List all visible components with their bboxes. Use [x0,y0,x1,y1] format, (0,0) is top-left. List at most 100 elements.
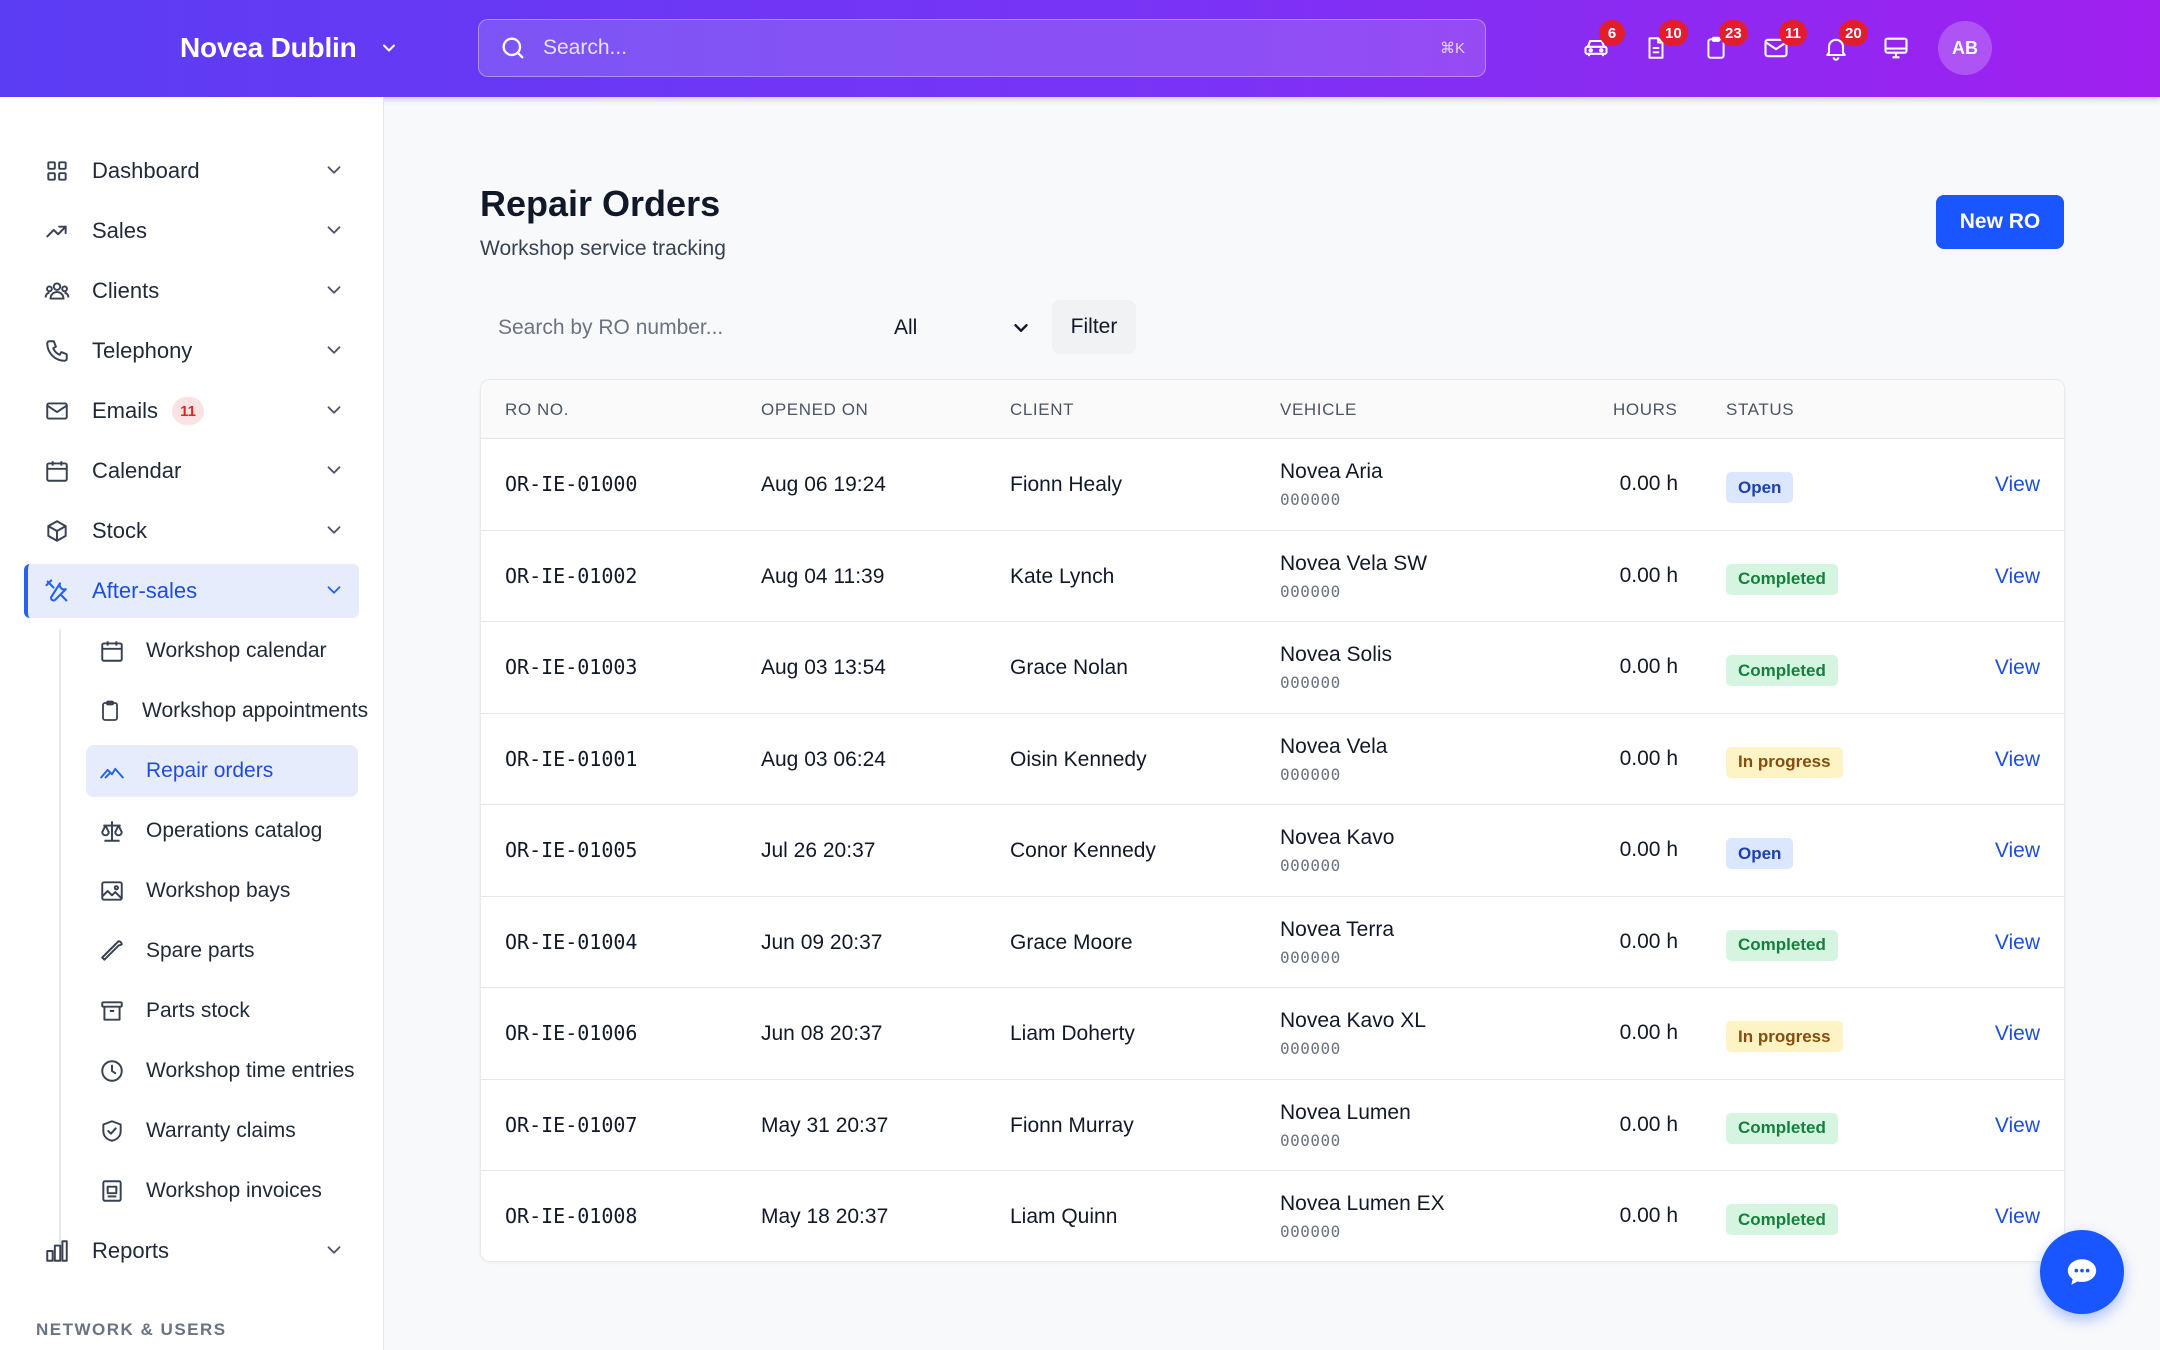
view-link[interactable]: View [1994,473,2040,496]
vehicle-model: Novea Lumen EX [1280,1192,1445,1215]
global-search-input[interactable] [543,36,1424,60]
table-row[interactable]: OR-IE-01002 Aug 04 11:39 Kate Lynch Novea V… [481,531,2064,622]
invoice-icon [98,1177,126,1205]
sidebar-subitem-label: Workshop appointments [142,699,369,722]
hours: 0.00 h [1619,472,1678,495]
status-badge: In progress [1726,746,1843,778]
vehicles-button[interactable]: 6 [1566,20,1626,76]
documents-button[interactable]: 10 [1626,20,1688,76]
table-row[interactable]: OR-IE-01007 May 31 20:37 Fionn Murray Novea… [481,1080,2064,1171]
tools-icon [42,576,72,606]
sidebar-item-reports[interactable]: Reports [24,1224,359,1278]
grid-icon [42,156,72,186]
box-icon [42,516,72,546]
vehicle-vin: 000000 [1280,947,1341,967]
sidebar-item-label: Dashboard [92,158,200,183]
mail-icon [1762,34,1790,62]
view-link[interactable]: View [1994,564,2040,588]
opened-on: Aug 03 06:24 [761,747,886,771]
sidebar-item-telephony[interactable]: Telephony [24,324,359,378]
table-row[interactable]: OR-IE-01005 Jul 26 20:37 Conor Kennedy Nove… [481,805,2064,897]
status-badge: Completed [1726,929,1838,961]
ro-number: OR-IE-01000 [505,472,638,496]
search-shortcut: ⌘K [1439,40,1465,57]
table-row[interactable]: OR-IE-01004 Jun 09 20:37 Grace Moore Novea … [481,897,2064,988]
view-link[interactable]: View [1994,747,2040,771]
view-link[interactable]: View [1994,1022,2040,1045]
filter-button[interactable]: Filter [1052,300,1136,354]
sidebar-item-emails[interactable]: Emails 11 [24,384,359,438]
view-link[interactable]: View [1994,1205,2040,1228]
ro-number: OR-IE-01008 [505,1204,638,1228]
top-bar: Novea Dublin ⌘K 6 10 23 11 20 [0,0,2160,97]
opened-on: Jun 08 20:37 [761,1022,883,1045]
ro-search-input[interactable] [480,301,870,355]
sidebar-subitem-workshop-calendar[interactable]: Workshop calendar [86,625,358,677]
messages-button[interactable]: 11 [1746,20,1807,76]
chevron-down-icon [1010,317,1032,339]
clock-icon [98,1057,126,1085]
table-row[interactable]: OR-IE-01006 Jun 08 20:37 Liam Doherty Novea… [481,988,2064,1080]
user-avatar[interactable]: AB [1938,21,1992,75]
table-row[interactable]: OR-IE-01000 Aug 06 19:24 Fionn Healy Novea … [481,439,2064,531]
table-row[interactable]: OR-IE-01001 Aug 03 06:24 Oisin Kennedy Nove… [481,714,2064,805]
scale-icon [98,817,126,845]
vehicle-model: Novea Terra [1280,917,1395,941]
sidebar-subitem-label: Parts stock [146,999,250,1022]
ro-number: OR-IE-01005 [505,838,638,862]
sidebar-subitem-parts-stock[interactable]: Parts stock [86,985,358,1037]
client-name: Kate Lynch [1010,564,1115,588]
new-ro-button[interactable]: New RO [1936,195,2064,249]
client-name: Oisin Kennedy [1010,747,1147,771]
trending-up-icon [42,216,72,246]
notification-badge: 10 [1659,20,1688,46]
phone-icon [42,336,72,366]
sidebar-subitem-workshop-invoices[interactable]: Workshop invoices [86,1165,358,1217]
sidebar-subitem-workshop-time-entries[interactable]: Workshop time entries [86,1045,358,1097]
notification-badge: 20 [1839,20,1868,46]
view-link[interactable]: View [1994,839,2040,862]
hours: 0.00 h [1619,655,1678,678]
sidebar-subitem-workshop-bays[interactable]: Workshop bays [86,865,358,917]
client-name: Fionn Murray [1010,1113,1134,1137]
sidebar-subitem-operations-catalog[interactable]: Operations catalog [86,805,358,857]
dealer-name: Novea Dublin [180,32,357,63]
bell-icon [1822,34,1850,62]
vehicle-vin: 000000 [1280,856,1341,875]
view-link[interactable]: View [1994,656,2040,679]
vehicle-model: Novea Kavo [1280,826,1395,849]
sidebar-subitem-repair-orders[interactable]: Repair orders [86,745,358,797]
ro-number: OR-IE-01004 [505,929,638,954]
chevron-down-icon [323,339,345,361]
view-link[interactable]: View [1994,930,2040,954]
tasks-button[interactable]: 23 [1686,20,1748,76]
table-row[interactable]: OR-IE-01008 May 18 20:37 Liam Quinn Novea L… [481,1171,2064,1261]
status-filter-select[interactable]: All [876,301,1042,355]
mail-icon [42,396,72,426]
opened-on: May 31 20:37 [761,1113,889,1137]
sidebar-subitem-workshop-appointments[interactable]: Workshop appointments [86,685,368,737]
client-name: Grace Nolan [1010,656,1128,679]
monitor-icon [1882,34,1910,62]
sidebar-subitem-warranty-claims[interactable]: Warranty claims [86,1105,358,1157]
chevron-down-icon [323,219,345,241]
sidebar-subitem-label: Workshop time entries [146,1059,355,1082]
opened-on: May 18 20:37 [761,1205,889,1228]
global-search[interactable]: ⌘K [478,19,1486,77]
sidebar-item-dashboard[interactable]: Dashboard [24,144,359,198]
sidebar-item-after-sales[interactable]: After-sales [24,564,359,618]
notifications-button[interactable]: 20 [1806,20,1868,76]
opened-on: Aug 04 11:39 [761,564,885,588]
sidebar-item-calendar[interactable]: Calendar [24,444,359,498]
sidebar-item-clients[interactable]: Clients [24,264,359,318]
chat-button[interactable] [2040,1230,2124,1314]
display-button[interactable] [1866,20,1926,76]
column-header-vehicle: VEHICLE [1280,400,1357,419]
sidebar-subitem-spare-parts[interactable]: Spare parts [86,925,358,977]
vehicle-vin: 000000 [1280,490,1341,509]
table-row[interactable]: OR-IE-01003 Aug 03 13:54 Grace Nolan Novea … [481,622,2064,714]
view-link[interactable]: View [1994,1113,2040,1137]
dealer-switcher[interactable]: Novea Dublin [180,28,399,68]
sidebar-item-sales[interactable]: Sales [24,204,359,258]
sidebar-item-stock[interactable]: Stock [24,504,359,558]
